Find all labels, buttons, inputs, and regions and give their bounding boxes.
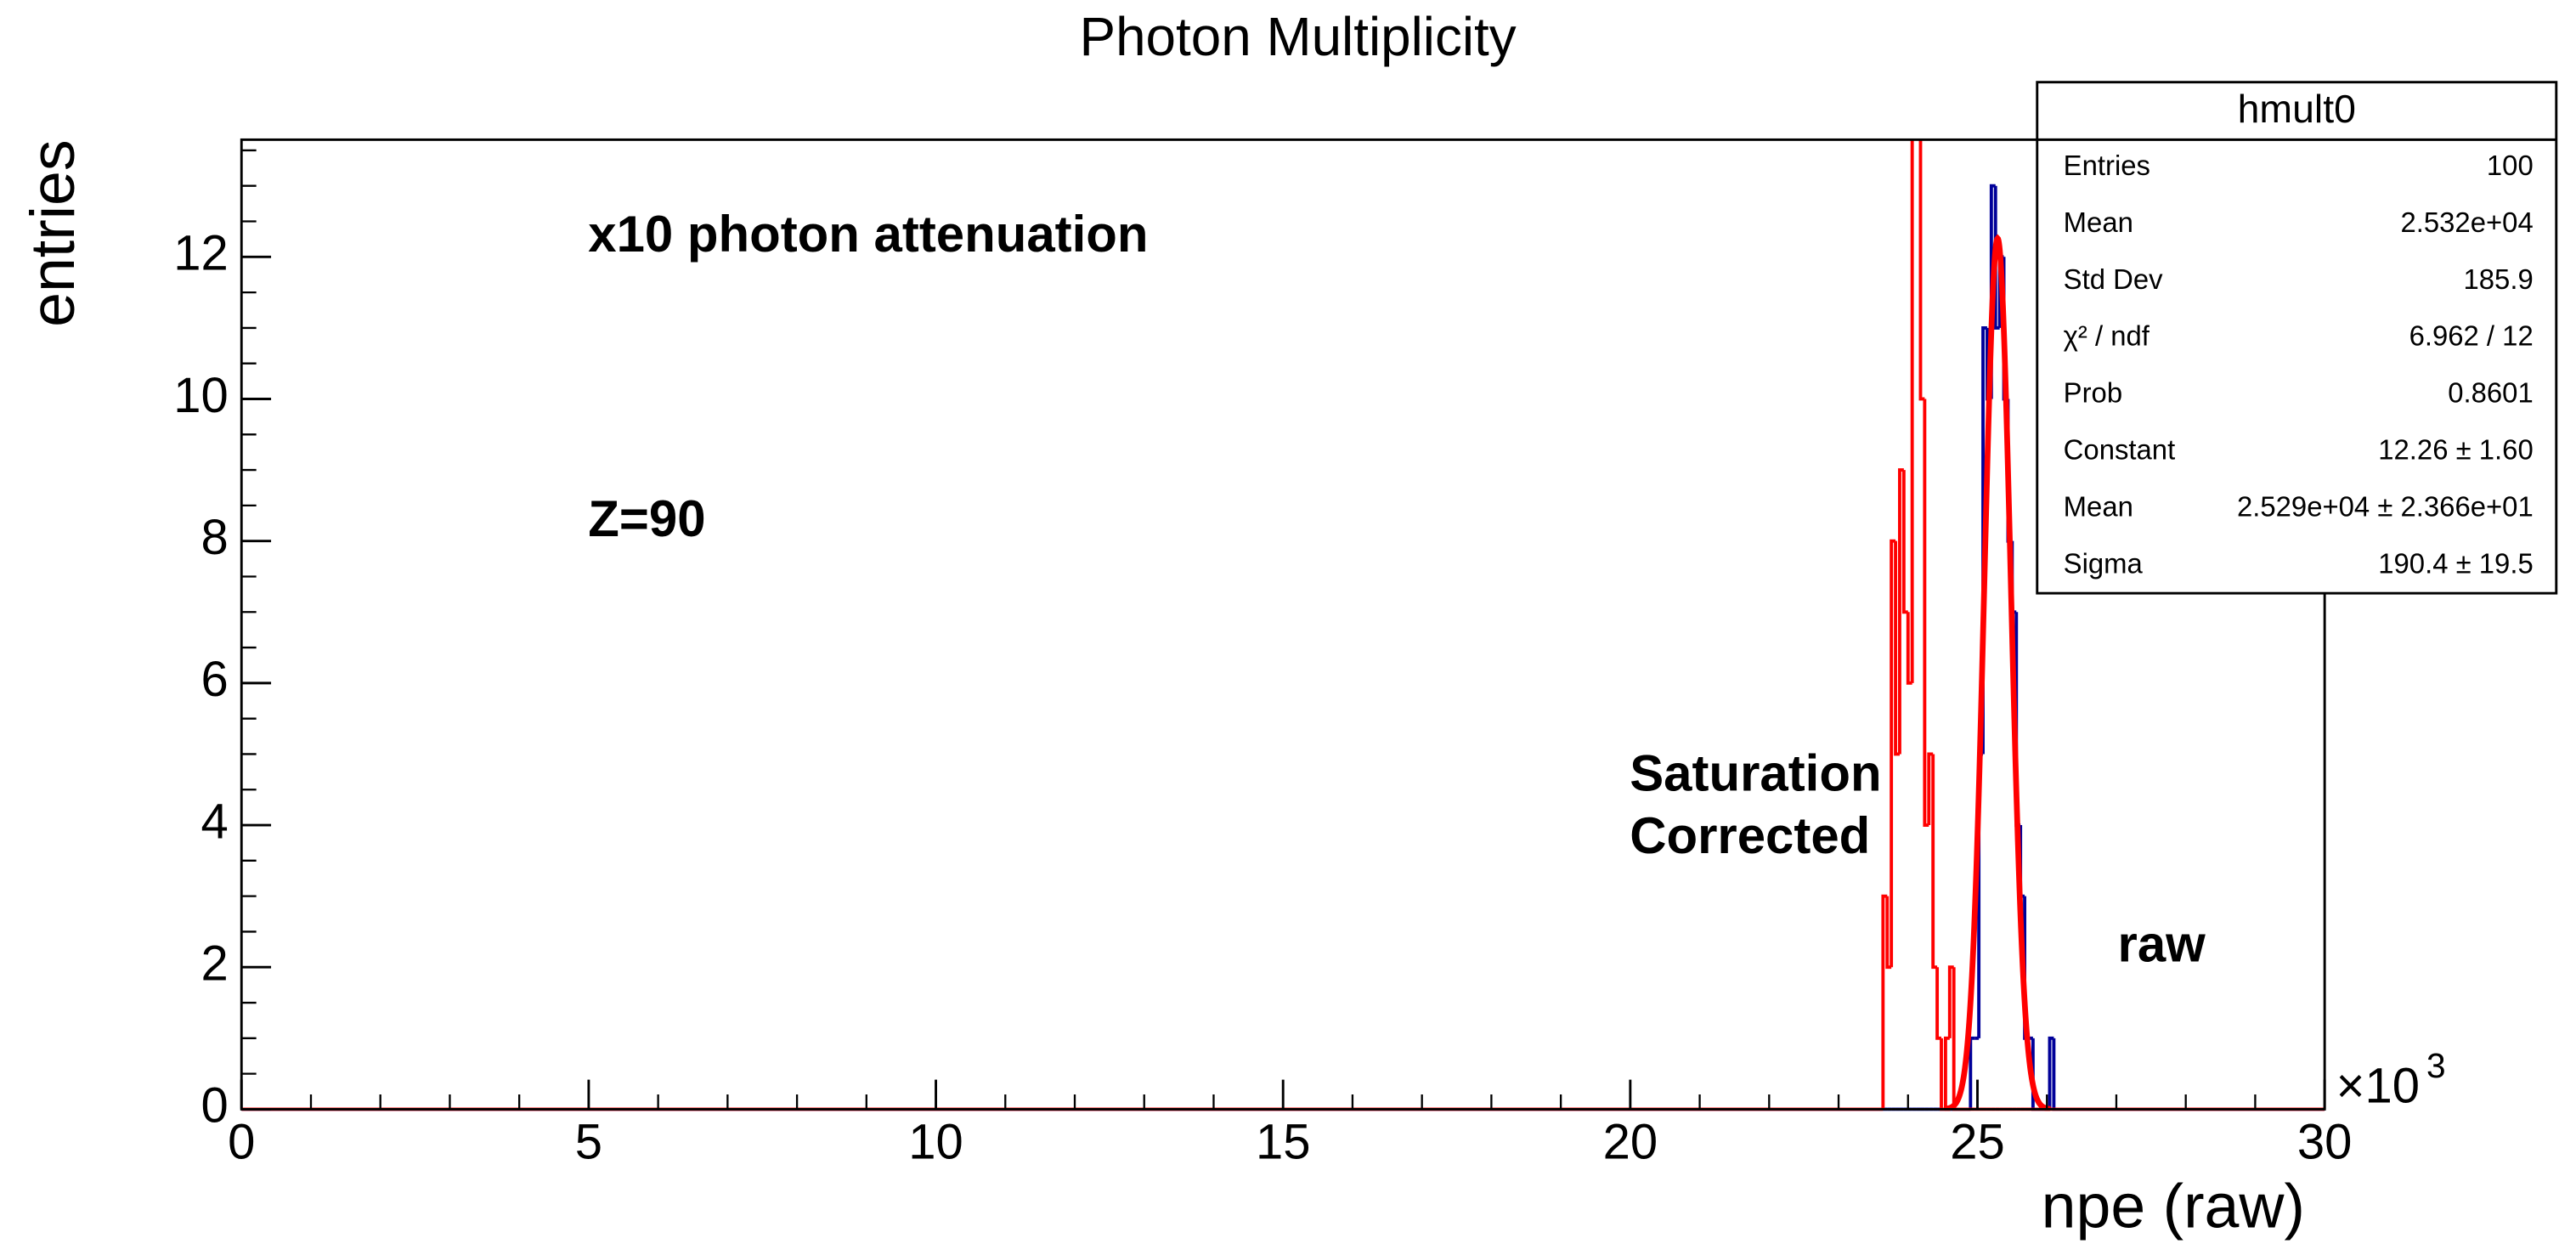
stats-frame [2036, 81, 2558, 595]
stats-label: Entries [2064, 150, 2150, 181]
stats-label: Prob [2064, 377, 2122, 409]
stats-value: 6.962 / 12 [2409, 320, 2534, 352]
histogram-bin [1894, 540, 1900, 756]
stats-value: 2.532e+04 [2400, 206, 2533, 238]
y-tick-label: 6 [201, 652, 229, 707]
annotation: Saturation [1630, 745, 1881, 802]
histogram-bin [1890, 539, 1896, 968]
fit-curve [1944, 234, 2051, 1111]
stats-value: 0.8601 [2448, 377, 2534, 409]
x-tick-label: 0 [228, 1114, 255, 1169]
stats-title: hmult0 [2238, 87, 2356, 131]
stats-label: Std Dev [2064, 263, 2163, 295]
x-tick-label: 10 [908, 1114, 963, 1169]
stats-label: Mean [2064, 206, 2133, 238]
x-tick-label: 25 [1950, 1114, 2005, 1169]
stats-label: χ² / ndf [2064, 320, 2150, 352]
histogram-bin [1910, 139, 1914, 683]
annotation: Corrected [1630, 807, 1870, 864]
stats-label: Sigma [2064, 547, 2144, 579]
histogram-bin [1943, 1036, 1950, 1110]
annotation: x10 photon attenuation [588, 206, 1148, 263]
x-tick-label: 30 [2297, 1114, 2353, 1169]
annotation: raw [2118, 916, 2206, 973]
stats-value: 12.26 ± 1.60 [2378, 434, 2533, 466]
y-tick-label: 10 [173, 368, 229, 423]
x-tick-label: 5 [575, 1114, 602, 1169]
stats-label: Constant [2064, 434, 2176, 466]
annotation: Z=90 [588, 490, 705, 547]
stats-value: 100 [2487, 150, 2534, 181]
stats-value: 2.529e+04 ± 2.366e+01 [2237, 490, 2534, 522]
y-tick-label: 0 [201, 1078, 229, 1134]
stats-value: 185.9 [2463, 263, 2533, 295]
x-multiplier: ×10 [2336, 1059, 2420, 1114]
x-tick-label: 20 [1603, 1114, 1658, 1169]
y-tick-label: 4 [201, 794, 229, 849]
x-exponent: 3 [2426, 1046, 2446, 1085]
x-tick-label: 15 [1256, 1114, 1311, 1169]
y-tick-label: 12 [173, 226, 229, 281]
x-axis-label: npe (raw) [2042, 1171, 2305, 1241]
stats-value: 190.4 ± 19.5 [2378, 547, 2533, 579]
histogram-bin [1931, 754, 1938, 970]
y-axis-label: entries [17, 139, 88, 327]
y-tick-label: 8 [201, 510, 229, 565]
stats-box: hmult0 Entries 100 Mean 2.532e+04 Std Dev 185… [2036, 81, 2558, 595]
y-tick-label: 2 [201, 936, 229, 992]
stats-label: Mean [2064, 490, 2133, 522]
axes: 0 5 10 15 20 25 30 0 2 4 6 8 10 12 [173, 138, 2353, 1169]
histogram-bin [1947, 965, 1954, 1038]
plot-frame [240, 138, 2326, 1111]
chart-title: Photon Multiplicity [1080, 6, 1517, 67]
